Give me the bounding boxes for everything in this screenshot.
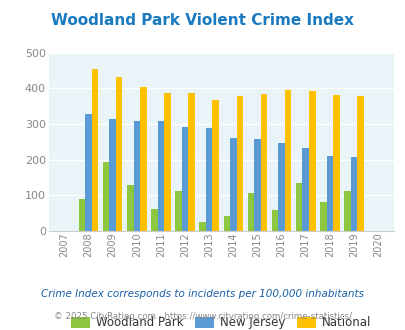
Bar (278, 143, 284, 231)
Bar (326, 156, 333, 231)
Legend: Woodland Park, New Jersey, National: Woodland Park, New Jersey, National (66, 312, 375, 330)
Bar (254, 139, 260, 231)
Bar (295, 182, 302, 231)
Bar (164, 93, 170, 231)
Bar (133, 121, 140, 231)
Bar (140, 87, 146, 231)
Bar (181, 127, 188, 231)
Bar (102, 162, 109, 231)
Bar (151, 209, 157, 231)
Bar (230, 138, 236, 231)
Bar (223, 216, 230, 231)
Bar (247, 193, 254, 231)
Bar (260, 94, 266, 231)
Bar (79, 199, 85, 231)
Bar (356, 96, 363, 231)
Bar (284, 89, 291, 231)
Text: Woodland Park Violent Crime Index: Woodland Park Violent Crime Index (51, 13, 354, 28)
Bar (343, 191, 350, 231)
Bar (350, 157, 356, 231)
Bar (109, 119, 116, 231)
Bar (199, 222, 205, 231)
Bar (157, 121, 164, 231)
Bar (302, 148, 308, 231)
Bar (319, 203, 326, 231)
Text: Crime Index corresponds to incidents per 100,000 inhabitants: Crime Index corresponds to incidents per… (41, 289, 364, 299)
Bar (308, 90, 315, 231)
Bar (127, 185, 133, 231)
Text: © 2025 CityRating.com - https://www.cityrating.com/crime-statistics/: © 2025 CityRating.com - https://www.city… (54, 312, 351, 321)
Bar (85, 114, 92, 231)
Bar (271, 210, 278, 231)
Bar (175, 191, 181, 231)
Bar (92, 69, 98, 231)
Bar (205, 128, 212, 231)
Bar (212, 100, 218, 231)
Bar (236, 96, 243, 231)
Bar (116, 77, 122, 231)
Bar (333, 95, 339, 231)
Bar (188, 93, 194, 231)
